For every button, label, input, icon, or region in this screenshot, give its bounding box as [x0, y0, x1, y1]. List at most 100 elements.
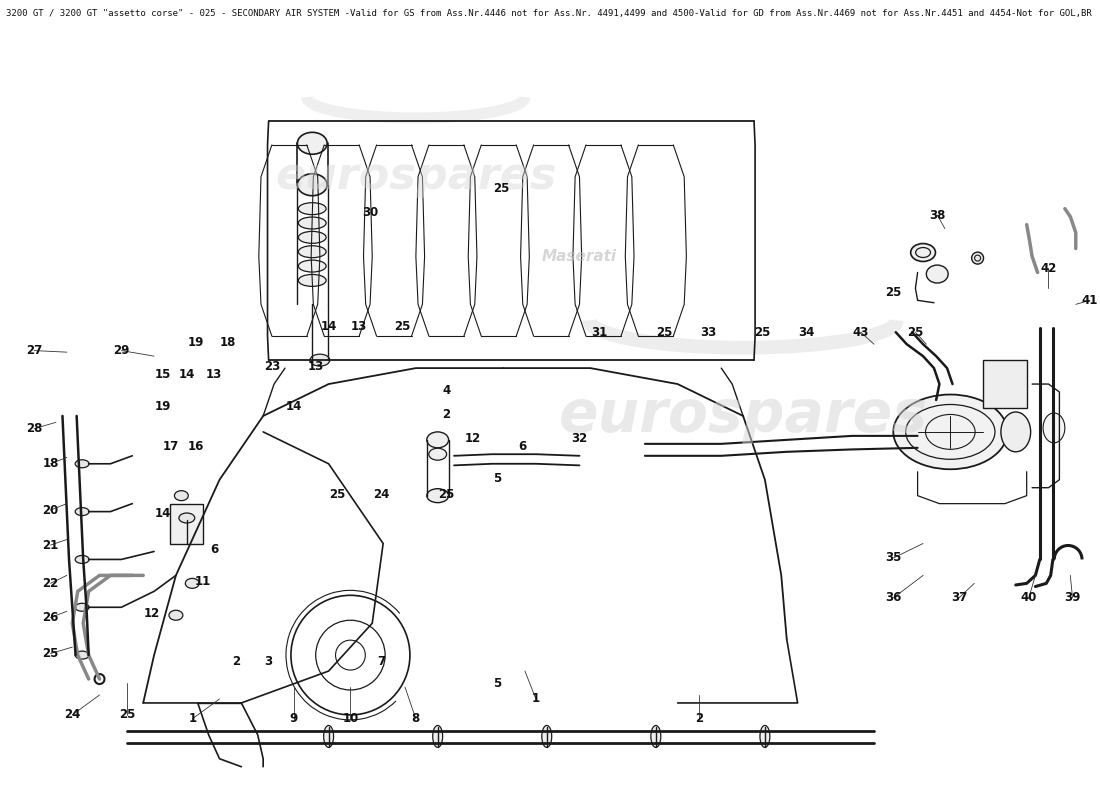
Ellipse shape — [298, 202, 326, 214]
Text: 35: 35 — [886, 551, 902, 564]
Ellipse shape — [926, 265, 948, 283]
Ellipse shape — [185, 578, 199, 588]
Text: 38: 38 — [930, 209, 945, 222]
Text: 25: 25 — [329, 487, 345, 501]
Text: 16: 16 — [187, 440, 204, 453]
Ellipse shape — [75, 651, 89, 659]
Ellipse shape — [169, 610, 183, 620]
Text: 8: 8 — [411, 712, 420, 726]
Text: 25: 25 — [119, 709, 135, 722]
Text: 2: 2 — [695, 712, 704, 726]
Text: 10: 10 — [342, 712, 359, 726]
Ellipse shape — [175, 490, 188, 501]
Text: 5: 5 — [494, 677, 502, 690]
Ellipse shape — [297, 132, 327, 154]
Text: 20: 20 — [42, 503, 58, 517]
Text: 1: 1 — [531, 693, 540, 706]
Ellipse shape — [893, 394, 1008, 470]
Text: 14: 14 — [320, 320, 337, 333]
Text: 14: 14 — [286, 400, 301, 413]
Ellipse shape — [75, 555, 89, 563]
Ellipse shape — [75, 460, 89, 468]
Ellipse shape — [75, 603, 89, 611]
Text: Maserati: Maserati — [542, 249, 617, 264]
Text: 39: 39 — [1065, 591, 1080, 604]
Circle shape — [971, 252, 983, 264]
Text: 18: 18 — [42, 458, 58, 470]
Text: 34: 34 — [799, 326, 814, 338]
Text: 2: 2 — [442, 408, 451, 421]
Text: 27: 27 — [26, 344, 42, 357]
Text: 25: 25 — [657, 326, 673, 338]
Ellipse shape — [298, 274, 326, 286]
Ellipse shape — [298, 260, 326, 272]
Ellipse shape — [323, 726, 333, 747]
Text: 6: 6 — [210, 543, 218, 556]
Bar — [983, 360, 1026, 408]
Text: 43: 43 — [852, 326, 869, 338]
Ellipse shape — [542, 726, 552, 747]
Text: 5: 5 — [494, 472, 502, 485]
Text: 3: 3 — [265, 655, 273, 668]
Ellipse shape — [911, 243, 935, 262]
Text: 26: 26 — [42, 611, 58, 624]
Text: 13: 13 — [206, 368, 222, 381]
Text: eurospares: eurospares — [559, 387, 927, 445]
Text: 24: 24 — [373, 487, 389, 501]
Text: 21: 21 — [42, 538, 58, 551]
Ellipse shape — [310, 354, 330, 366]
Text: 2: 2 — [232, 655, 240, 668]
Text: 6: 6 — [518, 440, 527, 453]
Text: 23: 23 — [264, 360, 280, 373]
Text: 11: 11 — [195, 575, 211, 588]
Ellipse shape — [760, 726, 770, 747]
Text: 25: 25 — [755, 326, 771, 338]
Ellipse shape — [427, 432, 449, 448]
Text: 25: 25 — [438, 487, 454, 501]
Ellipse shape — [298, 246, 326, 258]
Ellipse shape — [1001, 412, 1031, 452]
Text: 7: 7 — [377, 655, 385, 668]
Text: 19: 19 — [187, 336, 204, 349]
Ellipse shape — [298, 217, 326, 229]
Ellipse shape — [651, 726, 661, 747]
Text: 33: 33 — [700, 326, 716, 338]
Text: 25: 25 — [493, 182, 509, 195]
Text: 36: 36 — [886, 591, 902, 604]
Text: 41: 41 — [1081, 294, 1098, 307]
Text: 9: 9 — [289, 712, 298, 726]
Text: 32: 32 — [571, 432, 587, 445]
Ellipse shape — [179, 513, 195, 523]
Ellipse shape — [75, 508, 89, 515]
Text: 14: 14 — [178, 368, 195, 381]
Text: 19: 19 — [155, 400, 170, 413]
Bar — [170, 504, 204, 543]
Text: 14: 14 — [155, 506, 170, 520]
Text: 24: 24 — [64, 709, 80, 722]
Text: 15: 15 — [155, 368, 170, 381]
Text: 37: 37 — [950, 591, 967, 604]
Text: 25: 25 — [908, 326, 924, 338]
Text: 40: 40 — [1021, 591, 1037, 604]
Text: 28: 28 — [26, 422, 42, 435]
Text: 13: 13 — [307, 360, 323, 373]
Text: eurospares: eurospares — [275, 155, 557, 198]
Text: 1: 1 — [188, 712, 196, 726]
Ellipse shape — [432, 726, 442, 747]
Ellipse shape — [297, 174, 327, 196]
Text: 12: 12 — [464, 432, 481, 445]
Ellipse shape — [427, 489, 449, 502]
Ellipse shape — [298, 231, 326, 243]
Text: 17: 17 — [163, 440, 178, 453]
Text: 4: 4 — [442, 384, 451, 397]
Text: 29: 29 — [113, 344, 130, 357]
Text: 13: 13 — [351, 320, 367, 333]
Text: 42: 42 — [1041, 262, 1057, 275]
Ellipse shape — [1043, 413, 1065, 443]
Text: 22: 22 — [42, 577, 58, 590]
Text: 18: 18 — [220, 336, 236, 349]
Text: 3200 GT / 3200 GT "assetto corse" - 025 - SECONDARY AIR SYSTEM -Valid for GS fro: 3200 GT / 3200 GT "assetto corse" - 025 … — [7, 10, 1100, 18]
Ellipse shape — [429, 448, 447, 460]
Text: 30: 30 — [362, 206, 378, 219]
Text: 25: 25 — [395, 320, 411, 333]
